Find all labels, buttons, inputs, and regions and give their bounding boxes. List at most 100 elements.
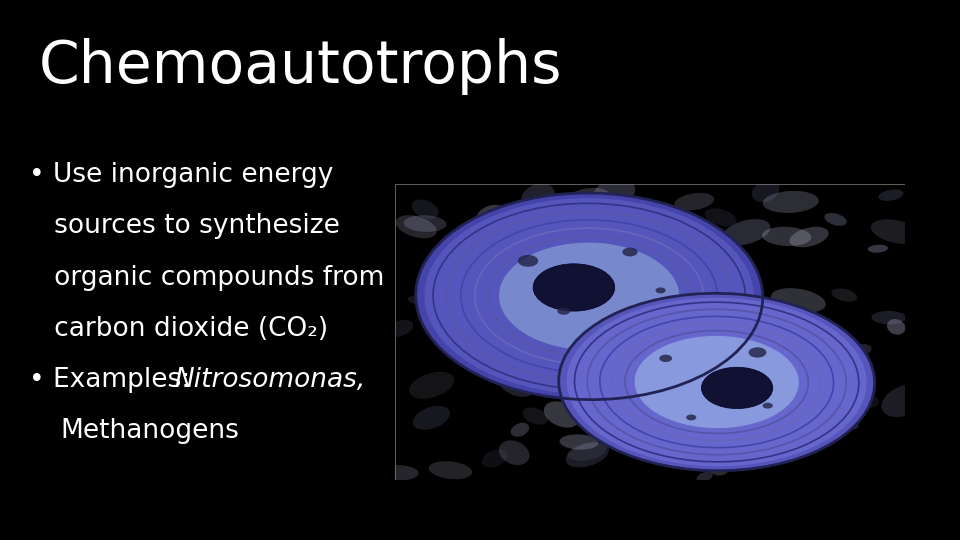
Ellipse shape — [413, 406, 450, 430]
Ellipse shape — [749, 347, 766, 357]
Text: Nitrosomonas,: Nitrosomonas, — [174, 367, 365, 393]
Ellipse shape — [881, 384, 926, 417]
Ellipse shape — [379, 465, 419, 481]
Ellipse shape — [396, 215, 437, 238]
Ellipse shape — [722, 219, 771, 245]
Ellipse shape — [547, 359, 575, 370]
Text: • Examples:: • Examples: — [29, 367, 206, 393]
Ellipse shape — [499, 242, 680, 350]
Ellipse shape — [537, 327, 565, 345]
Ellipse shape — [832, 418, 859, 430]
Ellipse shape — [575, 206, 628, 228]
Ellipse shape — [511, 423, 529, 437]
Ellipse shape — [643, 441, 694, 464]
Text: Methanogens: Methanogens — [60, 418, 239, 444]
Ellipse shape — [662, 244, 701, 259]
Ellipse shape — [843, 344, 872, 359]
Ellipse shape — [887, 319, 905, 335]
Ellipse shape — [592, 177, 636, 211]
Ellipse shape — [706, 377, 721, 386]
Ellipse shape — [385, 320, 414, 338]
Ellipse shape — [503, 345, 542, 372]
Ellipse shape — [450, 329, 466, 337]
Ellipse shape — [564, 394, 603, 422]
Text: Nitrogen fixation: Nitrogen fixation — [422, 498, 499, 507]
Ellipse shape — [593, 392, 625, 416]
Text: carbon dioxide (CO₂): carbon dioxide (CO₂) — [29, 316, 328, 342]
Ellipse shape — [789, 374, 845, 396]
Ellipse shape — [565, 442, 609, 468]
Ellipse shape — [544, 401, 580, 428]
Ellipse shape — [762, 191, 819, 213]
Ellipse shape — [412, 199, 439, 219]
Ellipse shape — [497, 364, 546, 384]
Ellipse shape — [752, 180, 780, 202]
Ellipse shape — [476, 205, 506, 227]
Ellipse shape — [567, 443, 607, 461]
Ellipse shape — [733, 253, 751, 268]
Text: sources to synthesize: sources to synthesize — [29, 213, 340, 239]
Ellipse shape — [637, 266, 660, 284]
Ellipse shape — [409, 372, 454, 399]
Ellipse shape — [521, 184, 555, 211]
Ellipse shape — [564, 188, 610, 210]
Ellipse shape — [635, 336, 799, 428]
Ellipse shape — [429, 461, 472, 480]
Ellipse shape — [424, 198, 754, 395]
Ellipse shape — [771, 288, 826, 313]
Ellipse shape — [551, 223, 568, 234]
Ellipse shape — [762, 227, 811, 246]
Ellipse shape — [622, 247, 637, 256]
Ellipse shape — [606, 253, 627, 267]
Ellipse shape — [762, 403, 773, 409]
Text: • Use inorganic energy: • Use inorganic energy — [29, 162, 333, 188]
Ellipse shape — [702, 367, 773, 409]
Ellipse shape — [831, 288, 857, 302]
Ellipse shape — [677, 361, 688, 370]
Ellipse shape — [608, 386, 662, 408]
Ellipse shape — [697, 472, 712, 482]
Ellipse shape — [674, 193, 714, 211]
Ellipse shape — [648, 338, 704, 360]
Ellipse shape — [416, 193, 763, 400]
Ellipse shape — [517, 255, 539, 267]
Ellipse shape — [825, 213, 847, 226]
Ellipse shape — [752, 409, 789, 427]
Text: Chemoautotrophs: Chemoautotrophs — [38, 38, 562, 95]
Ellipse shape — [566, 298, 867, 466]
Ellipse shape — [590, 210, 606, 222]
Ellipse shape — [700, 271, 738, 286]
Ellipse shape — [789, 227, 828, 247]
Ellipse shape — [522, 408, 548, 425]
Ellipse shape — [559, 293, 875, 471]
Ellipse shape — [553, 345, 575, 358]
Ellipse shape — [660, 355, 672, 362]
Ellipse shape — [649, 269, 692, 286]
Ellipse shape — [811, 410, 828, 423]
Ellipse shape — [656, 287, 665, 293]
Text: carbon dioxide (CO: carbon dioxide (CO — [0, 539, 1, 540]
Ellipse shape — [756, 393, 772, 400]
Ellipse shape — [408, 295, 431, 305]
Ellipse shape — [560, 434, 599, 450]
Ellipse shape — [705, 208, 736, 226]
Ellipse shape — [471, 267, 497, 284]
Ellipse shape — [794, 367, 820, 387]
Ellipse shape — [690, 393, 719, 403]
Ellipse shape — [708, 457, 731, 476]
Ellipse shape — [584, 357, 628, 382]
Ellipse shape — [686, 415, 696, 421]
Ellipse shape — [482, 449, 507, 468]
Ellipse shape — [871, 219, 922, 244]
Ellipse shape — [783, 417, 796, 425]
Ellipse shape — [836, 389, 879, 409]
Ellipse shape — [499, 441, 529, 465]
Ellipse shape — [872, 311, 906, 325]
Ellipse shape — [705, 340, 731, 354]
Ellipse shape — [675, 442, 696, 461]
Ellipse shape — [768, 349, 793, 359]
Ellipse shape — [807, 357, 848, 392]
Text: Nitrosomonas: Nitrosomonas — [597, 145, 704, 160]
Ellipse shape — [620, 224, 637, 238]
Ellipse shape — [497, 370, 535, 397]
